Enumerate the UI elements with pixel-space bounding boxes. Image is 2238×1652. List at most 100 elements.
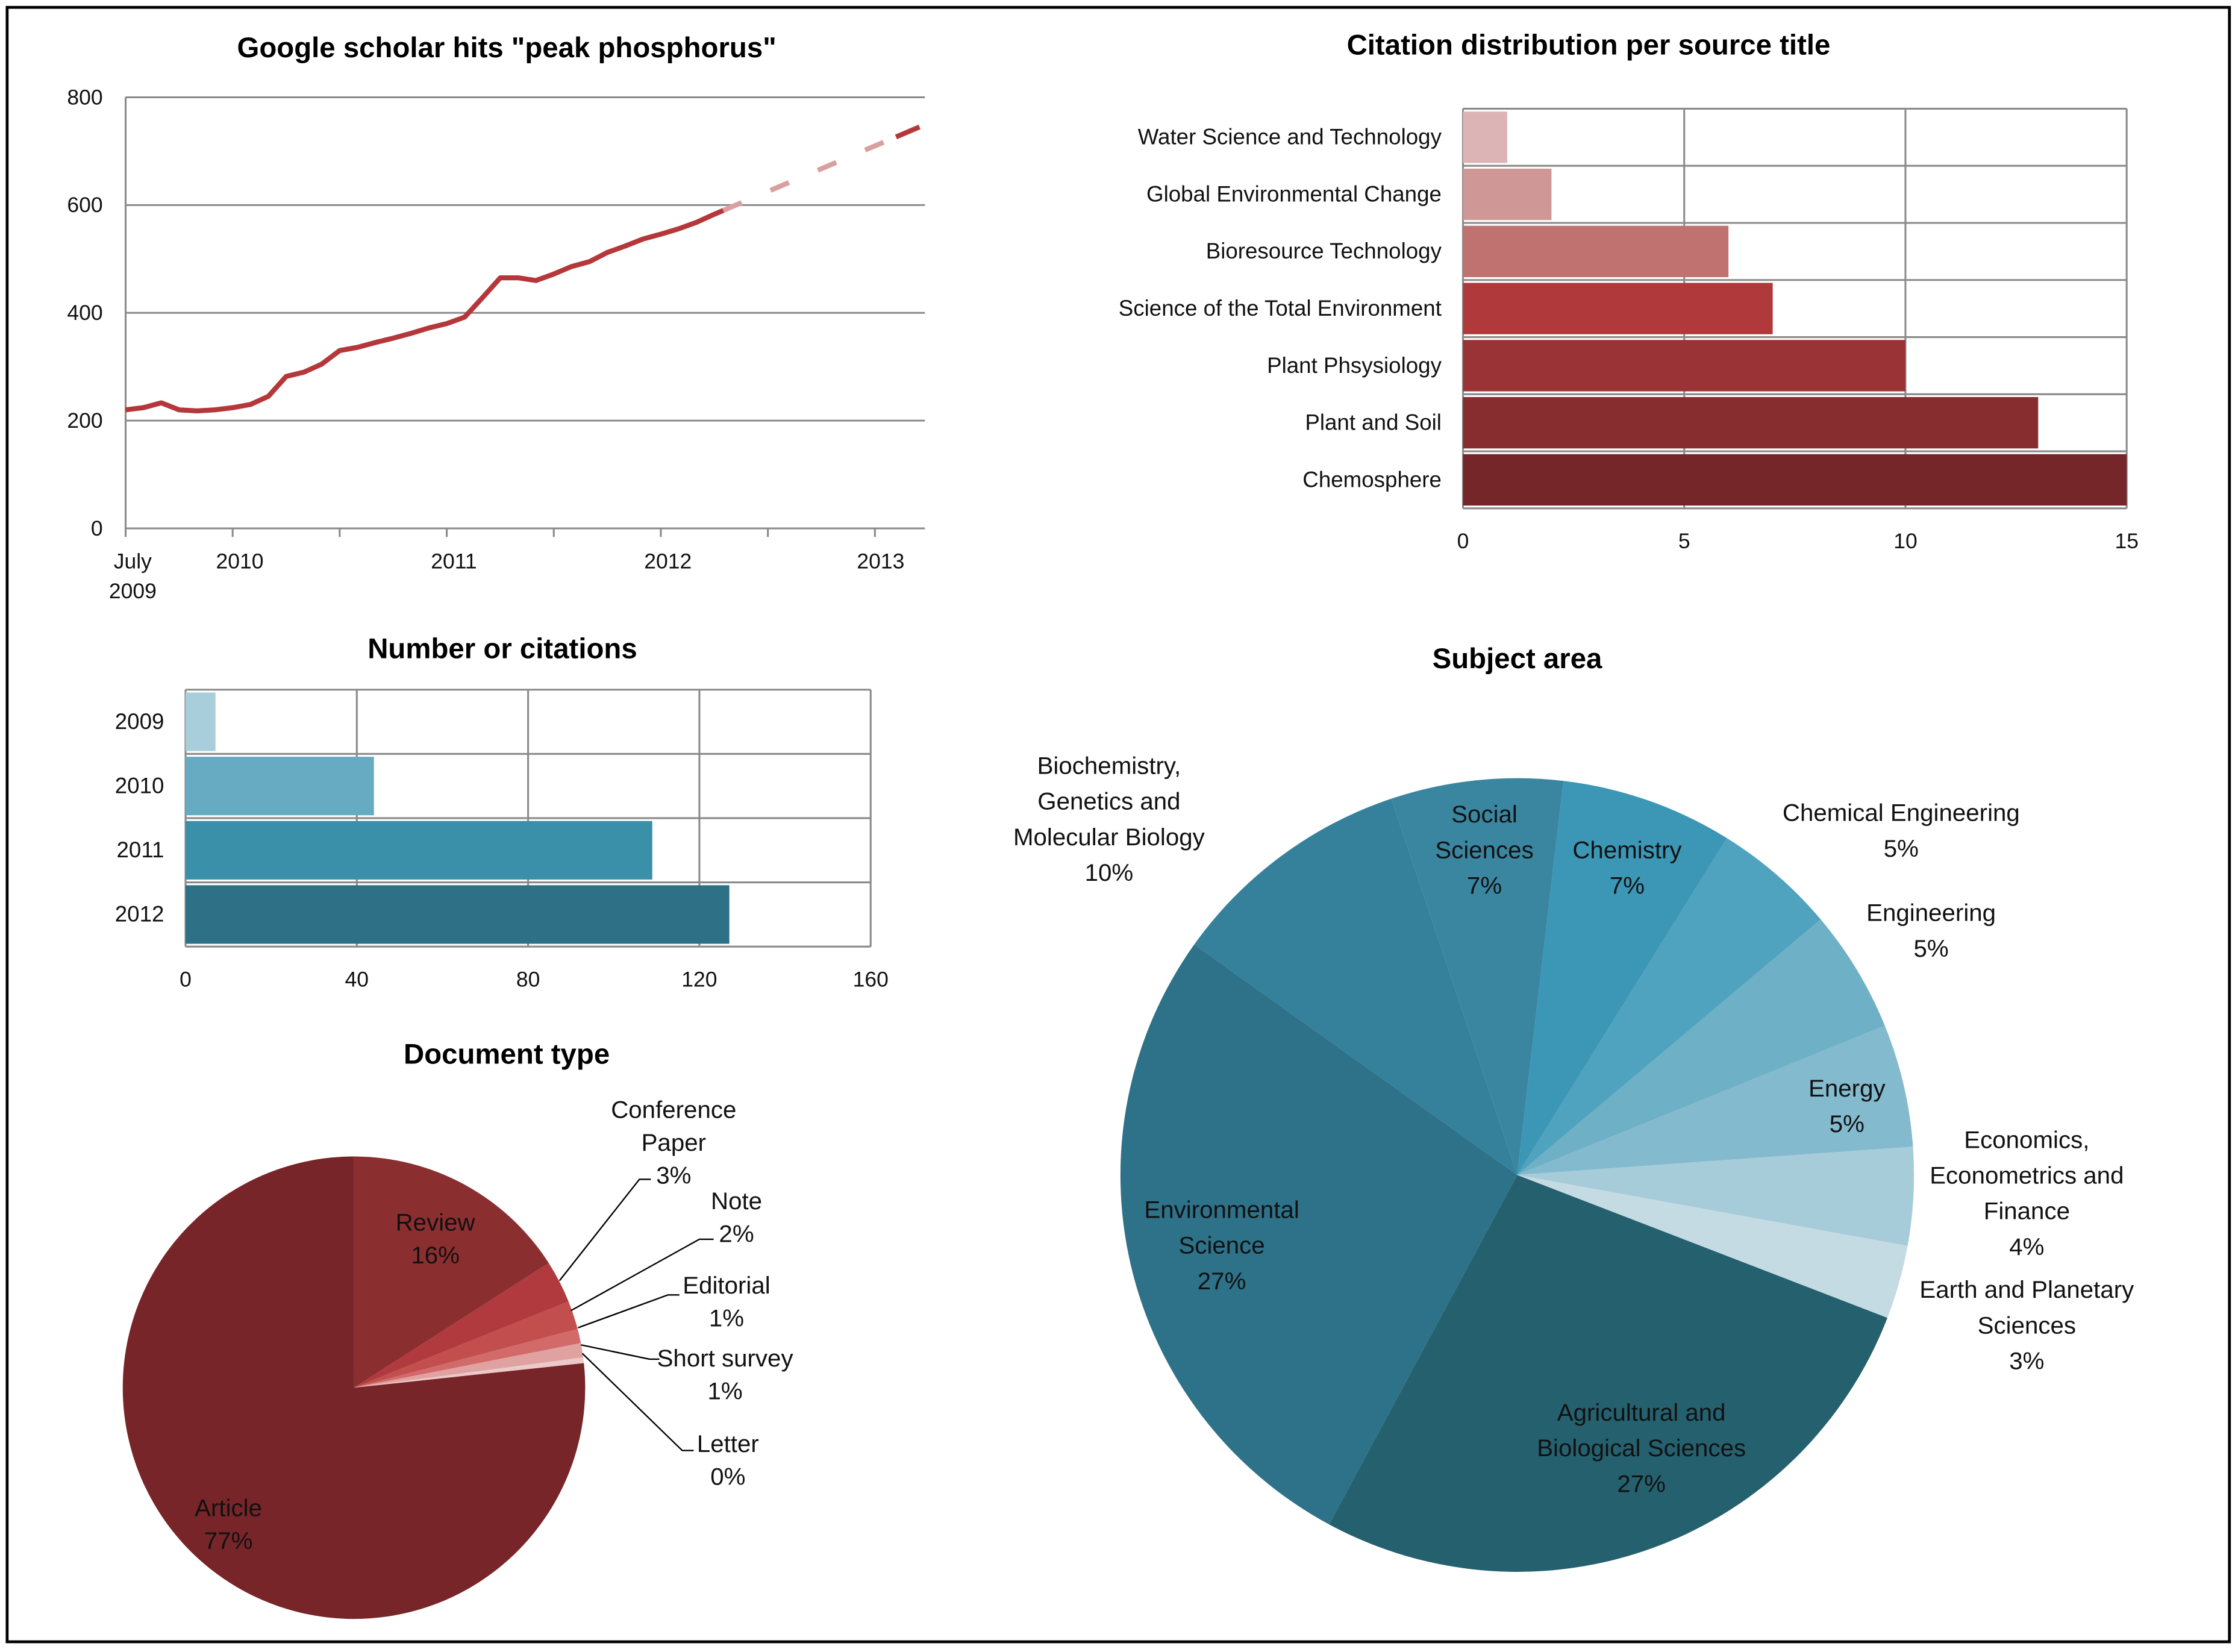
x-tick-label: 5: [1678, 529, 1690, 553]
slice-label: 3%: [2009, 1348, 2044, 1375]
category-label: 2011: [116, 837, 164, 862]
y-tick-label: 400: [67, 301, 102, 325]
pie-slice: [1194, 798, 1518, 1175]
slice-label: Editorial: [683, 1272, 770, 1299]
slice-label: 4%: [2009, 1233, 2044, 1260]
slice-label: Chemistry: [1572, 836, 1682, 863]
category-label: Plant Phsysiology: [1267, 353, 1442, 378]
pie-slice: [354, 1328, 581, 1388]
slice-label: Genetics and: [1037, 788, 1180, 815]
y-tick-label: 200: [67, 408, 102, 433]
slice-label: Note: [711, 1187, 762, 1215]
slice-label: 10%: [1085, 859, 1134, 886]
slice-label: 5%: [1830, 1110, 1864, 1137]
y-tick-label: 800: [67, 85, 102, 109]
pie-slice: [1120, 944, 1518, 1525]
line-chart-scholar-hits: Google scholar hits "peak phosphorus" 0 20…: [67, 32, 925, 603]
slice-label: 3%: [656, 1162, 691, 1189]
x-tick-label: 2010: [216, 549, 264, 573]
slice-label: 1%: [709, 1304, 744, 1331]
leader-line: [581, 1353, 694, 1451]
chart-title: Subject area: [1433, 643, 1602, 675]
pie-slice: [1517, 919, 1885, 1175]
pie-slice: [1391, 778, 1564, 1175]
leader-line: [570, 1238, 714, 1312]
bar: [1463, 397, 2039, 449]
x-tick-label: 0: [1457, 529, 1469, 553]
x-tick-label: 15: [2115, 529, 2139, 553]
x-tick-label: 2009: [109, 579, 157, 603]
category-label: Bioresource Technology: [1206, 239, 1442, 263]
category-label: 2010: [115, 774, 164, 798]
chart-title: Document type: [404, 1038, 610, 1070]
bar: [186, 821, 652, 880]
x-tick-label: July: [114, 549, 152, 573]
slice-label: Earth and Planetary: [1919, 1276, 2134, 1303]
x-tick-label: 80: [516, 968, 540, 992]
slice-label: Economics,: [1964, 1126, 2089, 1153]
bar: [1463, 111, 1507, 163]
x-tick-label: 2011: [431, 549, 477, 573]
category-label: Science of the Total Environment: [1119, 296, 1442, 321]
leader-line: [578, 1294, 680, 1328]
slice-label: Paper: [642, 1129, 706, 1156]
category-label: 2009: [115, 709, 164, 734]
slice-label: 5%: [1914, 935, 1949, 962]
x-tick-label: 2013: [857, 549, 904, 573]
slice-label: Engineering: [1866, 900, 1996, 927]
bar: [186, 757, 374, 816]
chart-title: Google scholar hits "peak phosphorus": [237, 32, 776, 64]
pie-slice: [1517, 1175, 1908, 1318]
x-tick-label: 0: [180, 968, 192, 992]
bar: [1463, 340, 1905, 392]
pie-slice: [1517, 1025, 1913, 1175]
x-tick-label: 40: [345, 968, 369, 992]
x-tick-label: 160: [853, 968, 889, 992]
slice-label: Environmental: [1144, 1196, 1299, 1223]
bar: [1463, 225, 1729, 278]
x-tick-label: 120: [681, 968, 717, 992]
slice-label: Sciences: [1435, 836, 1533, 863]
slice-label: Sciences: [1978, 1312, 2076, 1339]
slice-label: Social: [1451, 801, 1518, 828]
slice-label: Energy: [1808, 1075, 1886, 1102]
slice-label: Agricultural and: [1557, 1399, 1726, 1426]
slice-label: 77%: [204, 1527, 253, 1554]
bar: [1463, 168, 1552, 221]
series-line-projection-end: [895, 124, 921, 140]
slice-label: 1%: [707, 1377, 742, 1404]
slice-label: Molecular Biology: [1013, 824, 1205, 851]
category-label: 2012: [115, 902, 164, 927]
bar: [186, 885, 730, 944]
slice-label: Econometrics and: [1930, 1162, 2124, 1189]
x-tick-label: 2012: [644, 549, 692, 573]
slice-label: Biological Sciences: [1537, 1435, 1746, 1462]
slice-label: 7%: [1467, 872, 1502, 900]
pie-slice: [354, 1156, 549, 1388]
pie-slice: [1517, 781, 1727, 1175]
slice-label: Review: [396, 1209, 476, 1236]
slice-label: 27%: [1617, 1470, 1666, 1497]
y-tick-label: 0: [91, 516, 103, 540]
y-tick-label: 600: [67, 193, 102, 217]
pie-slice: [122, 1156, 586, 1619]
leader-line: [558, 1178, 651, 1281]
pie-chart-document-type: Document type Review 16% Conference Paper 3% N…: [122, 1038, 794, 1619]
slice-label: Conference: [611, 1097, 736, 1124]
slice-label: Short survey: [657, 1345, 794, 1372]
slice-label: 16%: [411, 1242, 460, 1269]
slice-label: 5%: [1884, 835, 1919, 862]
bar: [186, 692, 216, 751]
pie-chart-subject-area: Subject area Social Sciences 7% Chemistry 7% C…: [1013, 643, 2134, 1572]
slice-label: Letter: [697, 1430, 759, 1457]
chart-title: Citation distribution per source title: [1347, 29, 1831, 61]
slice-label: Science: [1178, 1232, 1264, 1259]
bar-chart-source-titles: Citation distribution per source title 0 5…: [1119, 29, 2139, 553]
pie-slice: [354, 1301, 578, 1388]
pie-slice: [1517, 838, 1821, 1175]
category-label: Water Science and Technology: [1138, 125, 1442, 149]
pie-slice: [1329, 1175, 1888, 1572]
slice-label: Chemical Engineering: [1783, 799, 2020, 827]
leader-line: [581, 1344, 660, 1360]
